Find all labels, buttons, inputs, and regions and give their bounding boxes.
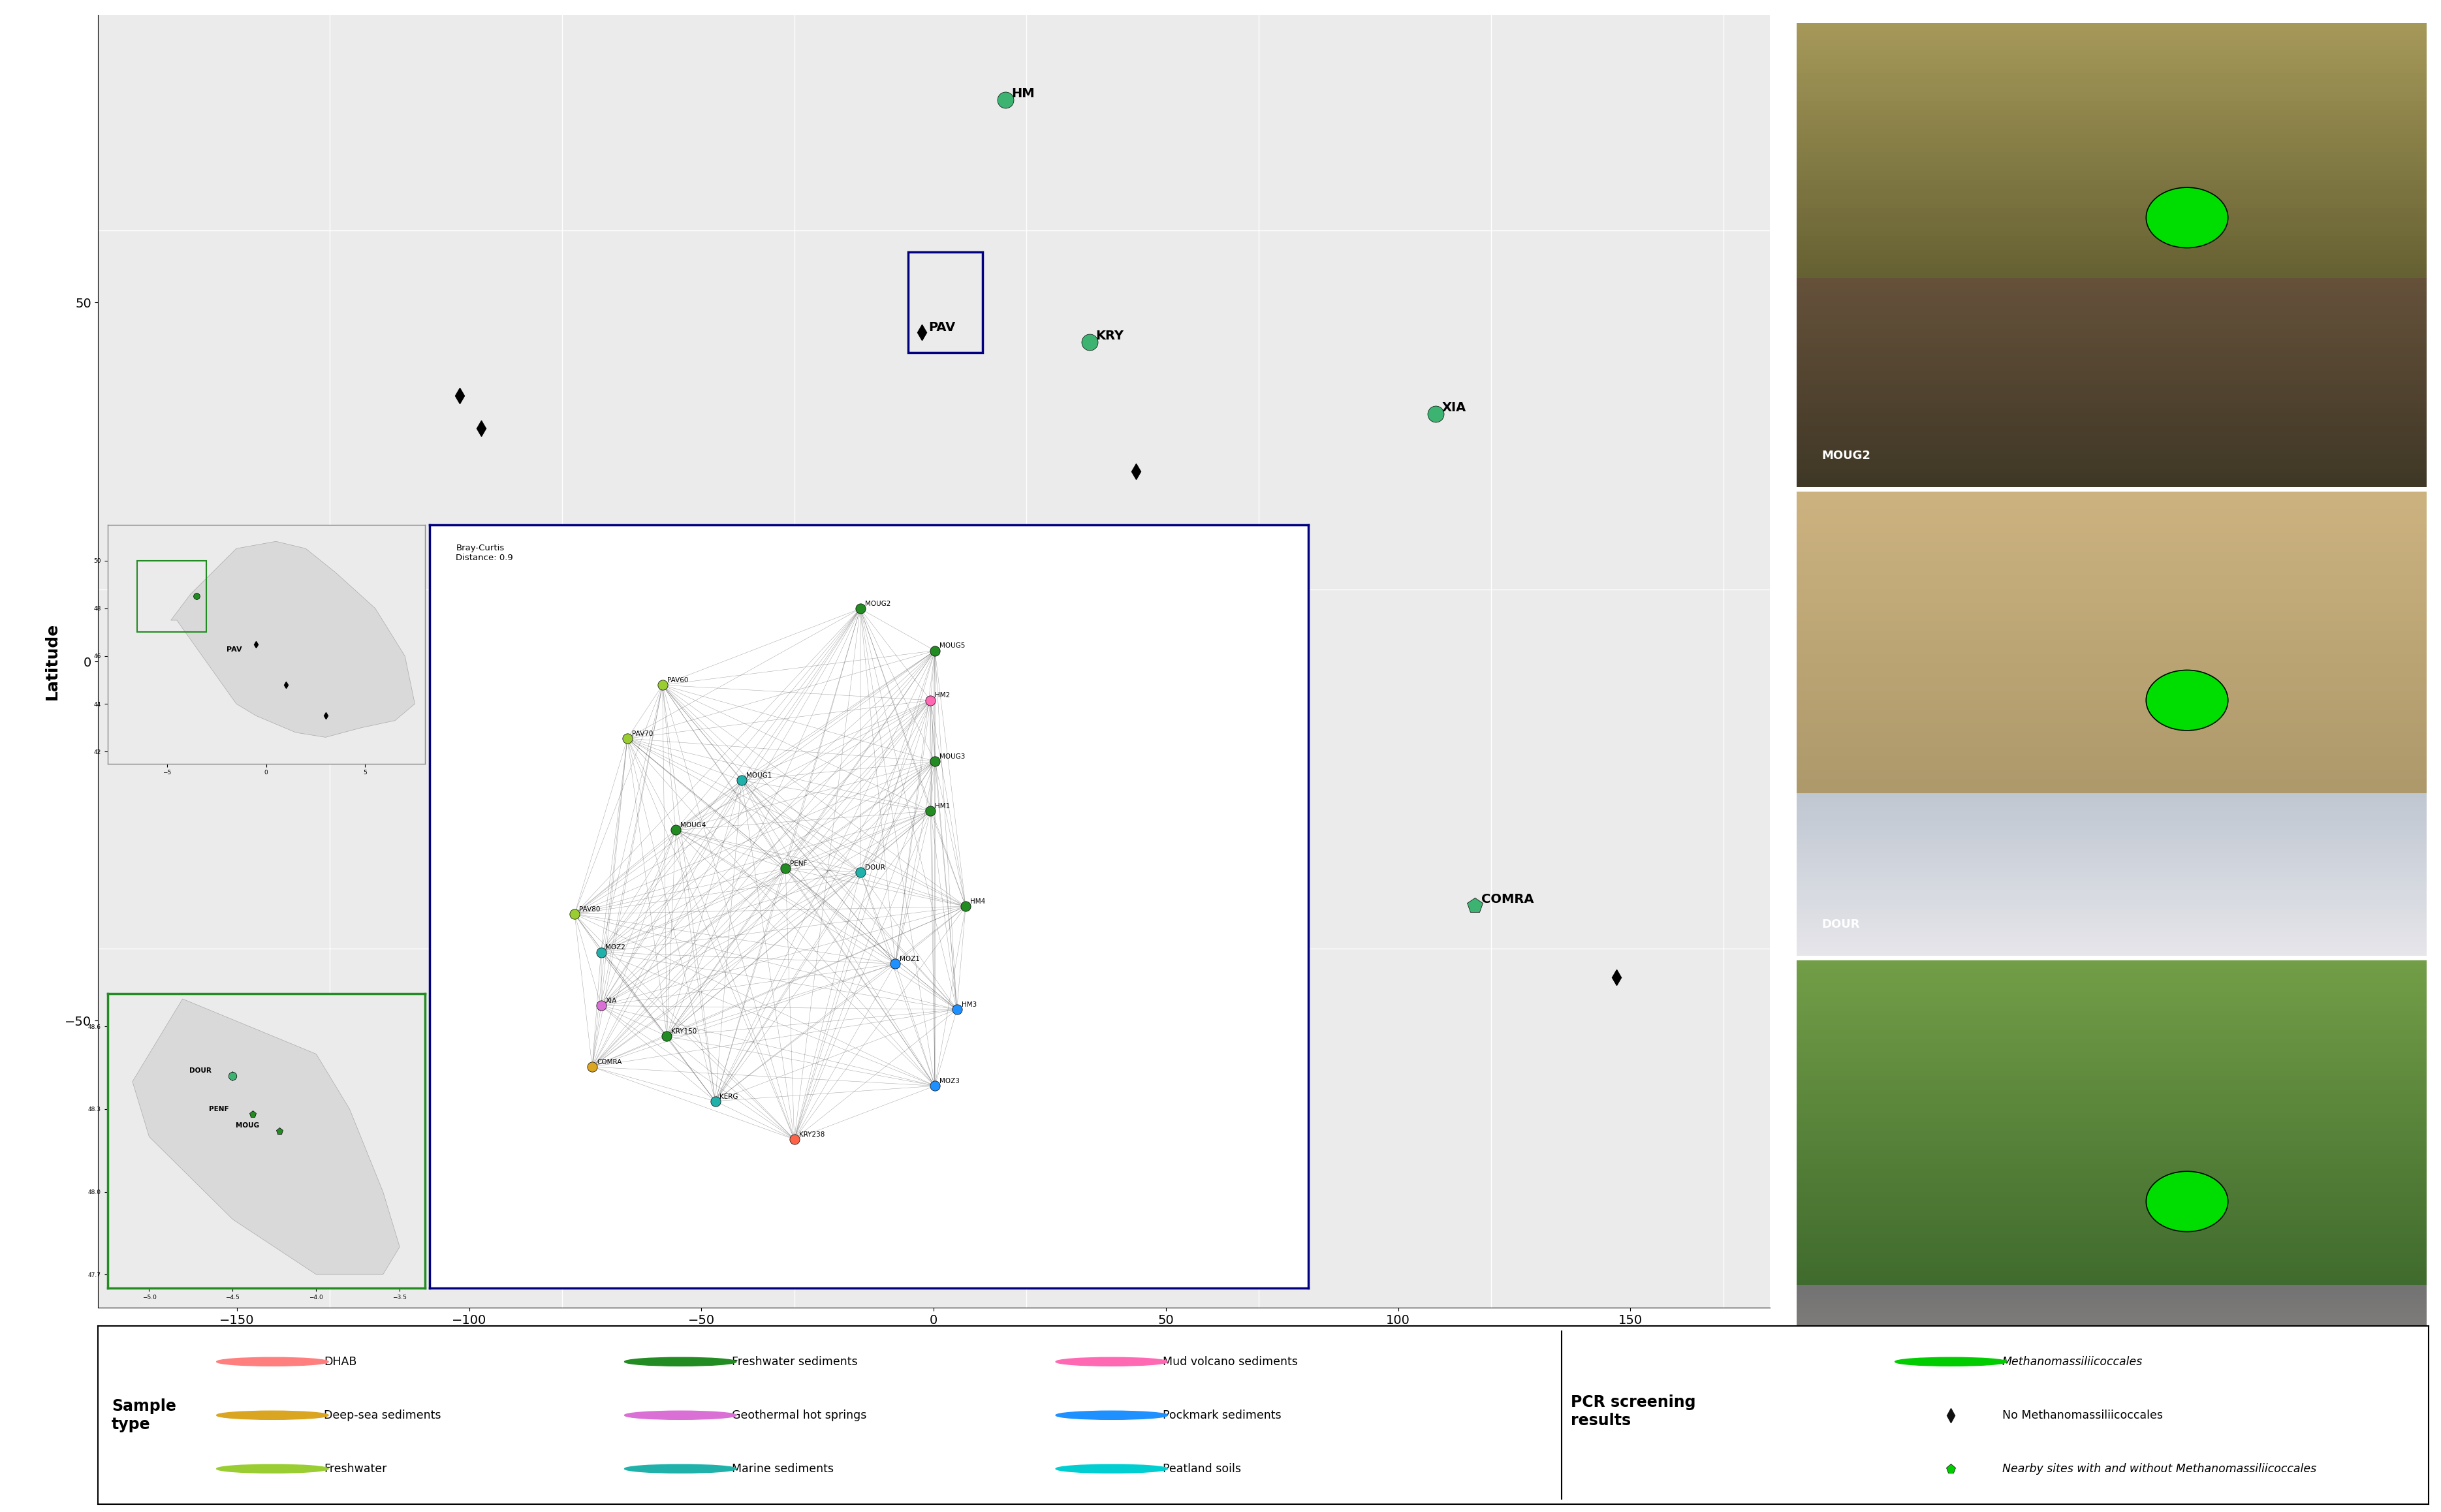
Text: HM1: HM1 <box>935 803 950 809</box>
Text: PAV: PAV <box>928 321 954 333</box>
Text: Nearby sites with and without Methanomassiliicoccales: Nearby sites with and without Methanomas… <box>2002 1464 2317 1474</box>
Polygon shape <box>132 999 400 1275</box>
Circle shape <box>217 1465 330 1473</box>
Text: Freshwater: Freshwater <box>325 1464 386 1474</box>
Bar <box>137 561 207 632</box>
Bar <box>908 253 981 352</box>
Text: HM3: HM3 <box>962 1001 976 1009</box>
Circle shape <box>1057 1358 1167 1365</box>
Text: KRY: KRY <box>1096 330 1123 342</box>
Text: PENF: PENF <box>210 1105 229 1113</box>
Text: PAV: PAV <box>227 646 242 653</box>
Text: MOZ1: MOZ1 <box>901 956 920 962</box>
Text: DOUR: DOUR <box>1821 919 1860 930</box>
Text: Mud volcano sediments: Mud volcano sediments <box>1162 1356 1299 1367</box>
Text: MOUG2: MOUG2 <box>1821 451 1870 461</box>
Circle shape <box>625 1465 737 1473</box>
Text: No Methanomassiliicoccales: No Methanomassiliicoccales <box>2002 1409 2163 1421</box>
Text: Peatland soils: Peatland soils <box>1162 1464 1242 1474</box>
Circle shape <box>625 1358 737 1365</box>
Text: XIA: XIA <box>605 998 618 1004</box>
Text: PENF: PENF <box>791 860 808 866</box>
Text: HM2: HM2 <box>935 692 950 699</box>
Text: Marine sediments: Marine sediments <box>732 1464 832 1474</box>
Text: Pockmark sediments: Pockmark sediments <box>1162 1409 1282 1421</box>
Text: MOUG3: MOUG3 <box>940 753 964 761</box>
Text: MOUG4: MOUG4 <box>681 823 705 829</box>
Text: KRY150: KRY150 <box>671 1028 698 1034</box>
Text: DOUR: DOUR <box>188 1067 212 1074</box>
Polygon shape <box>171 541 415 738</box>
X-axis label: Longitude: Longitude <box>886 1334 981 1350</box>
Circle shape <box>217 1411 330 1420</box>
Text: Sample
type: Sample type <box>112 1399 176 1432</box>
Text: KERG: KERG <box>720 1093 737 1099</box>
Text: HM4: HM4 <box>969 898 986 906</box>
Text: XIA: XIA <box>1443 401 1467 414</box>
Circle shape <box>1894 1358 2007 1365</box>
Circle shape <box>217 1358 330 1365</box>
Text: MOUG: MOUG <box>237 1122 259 1129</box>
Text: COMRA: COMRA <box>1482 894 1533 906</box>
Circle shape <box>1057 1411 1167 1420</box>
Text: PAV70: PAV70 <box>632 730 654 736</box>
Text: MOUG2: MOUG2 <box>864 600 891 608</box>
Text: Geothermal hot springs: Geothermal hot springs <box>732 1409 867 1421</box>
Circle shape <box>2146 1172 2229 1232</box>
Text: MOZ3: MOZ3 <box>940 1078 959 1084</box>
Text: KERG: KERG <box>1264 1004 1303 1018</box>
Text: Freshwater sediments: Freshwater sediments <box>732 1356 857 1367</box>
Text: PAV80: PAV80 <box>579 906 600 913</box>
Text: MOZ: MOZ <box>1128 782 1162 794</box>
Text: Deep-sea sediments: Deep-sea sediments <box>325 1409 442 1421</box>
Text: PCR screening
results: PCR screening results <box>1572 1394 1696 1429</box>
Text: PENF: PENF <box>1821 1388 1855 1399</box>
Text: MOUG5: MOUG5 <box>940 643 964 649</box>
Circle shape <box>1057 1465 1167 1473</box>
Text: COMRA: COMRA <box>596 1058 622 1066</box>
Circle shape <box>625 1411 737 1420</box>
Text: Bray-Curtis
Distance: 0.9: Bray-Curtis Distance: 0.9 <box>456 544 513 562</box>
Text: DHAB: DHAB <box>325 1356 356 1367</box>
Text: KRY238: KRY238 <box>798 1131 825 1139</box>
Y-axis label: Latitude: Latitude <box>44 623 61 700</box>
Text: HM: HM <box>1011 88 1035 100</box>
Circle shape <box>2146 187 2229 248</box>
Text: MOUG1: MOUG1 <box>747 773 771 779</box>
Text: Methanomassiliicoccales: Methanomassiliicoccales <box>2002 1356 2143 1367</box>
Text: MOZ2: MOZ2 <box>605 945 625 951</box>
Text: PAV60: PAV60 <box>666 677 688 683</box>
Circle shape <box>2146 670 2229 730</box>
Text: DOUR: DOUR <box>864 865 886 871</box>
